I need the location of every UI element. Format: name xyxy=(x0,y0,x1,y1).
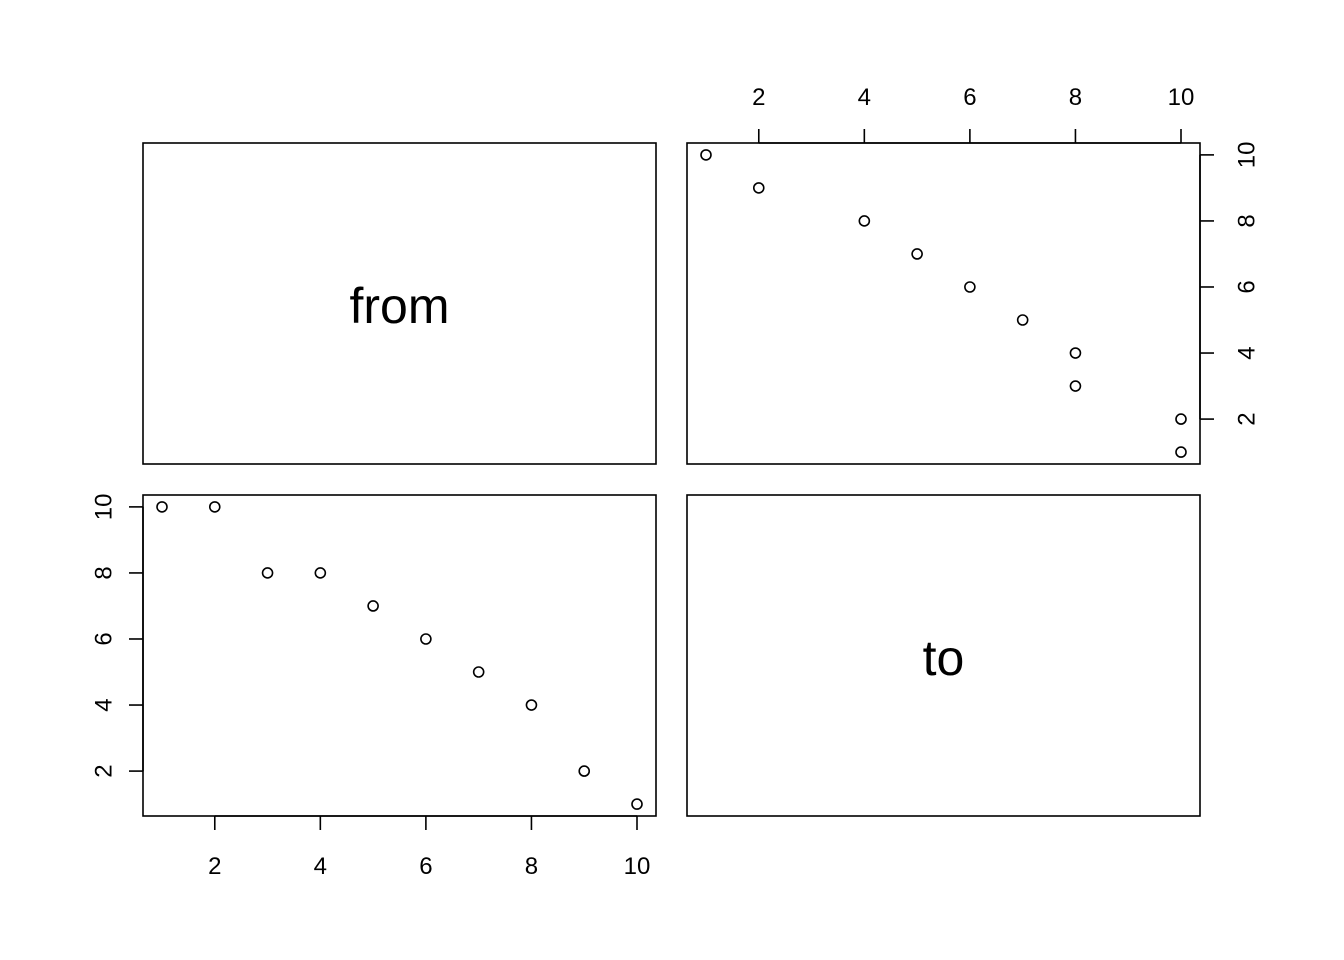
x-tick-label: 2 xyxy=(752,84,765,111)
data-point xyxy=(525,699,538,711)
x-tick-label: 2 xyxy=(208,853,221,880)
data-point xyxy=(1069,347,1082,359)
data-point xyxy=(1016,314,1029,326)
x-tick-label: 8 xyxy=(1069,84,1082,111)
data-point xyxy=(1175,413,1187,425)
y-tick-label: 6 xyxy=(90,632,117,645)
data-point xyxy=(1175,446,1187,458)
x-tick-label: 10 xyxy=(624,853,651,880)
x-tick-label: 6 xyxy=(963,84,976,111)
data-point xyxy=(964,281,976,293)
data-point xyxy=(1069,380,1082,392)
y-tick-label: 2 xyxy=(1233,412,1260,425)
diagonal-panel-to: to xyxy=(686,494,1201,817)
panel-frame xyxy=(686,494,1201,817)
y-tick-label: 6 xyxy=(1233,280,1260,293)
data-point xyxy=(858,215,871,227)
data-point xyxy=(208,501,221,513)
scatter-panel-bottom-left: 2 4 6 8 10 2 4 6 8 10 xyxy=(90,494,657,880)
data-point xyxy=(156,501,168,513)
scatter-panel-top-right: 2 4 6 8 10 2 4 6 8 10 xyxy=(686,84,1260,465)
y-tick-label: 2 xyxy=(90,764,117,777)
y-tick-label: 4 xyxy=(90,698,117,711)
data-point xyxy=(367,600,379,612)
y-tick-label: 8 xyxy=(1233,214,1260,227)
panel-frame xyxy=(142,142,657,465)
x-tick-label: 8 xyxy=(525,853,538,880)
diagonal-label-from: from xyxy=(350,278,450,334)
data-point xyxy=(472,666,485,678)
data-point xyxy=(420,633,432,645)
x-tick-label: 4 xyxy=(858,84,871,111)
data-point xyxy=(578,765,591,777)
x-tick-label: 6 xyxy=(419,853,432,880)
data-point xyxy=(752,182,765,194)
diagonal-panel-from: from xyxy=(142,142,657,465)
data-point xyxy=(631,798,643,810)
y-tick-label: 4 xyxy=(1233,346,1260,359)
y-tick-label: 10 xyxy=(1233,142,1260,169)
y-tick-label: 10 xyxy=(90,494,117,521)
data-point xyxy=(700,149,712,161)
data-point xyxy=(261,567,274,579)
y-tick-label: 8 xyxy=(90,566,117,579)
x-tick-label: 10 xyxy=(1168,84,1195,111)
diagonal-label-to: to xyxy=(923,630,965,686)
x-tick-label: 4 xyxy=(314,853,327,880)
data-point xyxy=(911,248,923,260)
data-point xyxy=(314,567,327,579)
